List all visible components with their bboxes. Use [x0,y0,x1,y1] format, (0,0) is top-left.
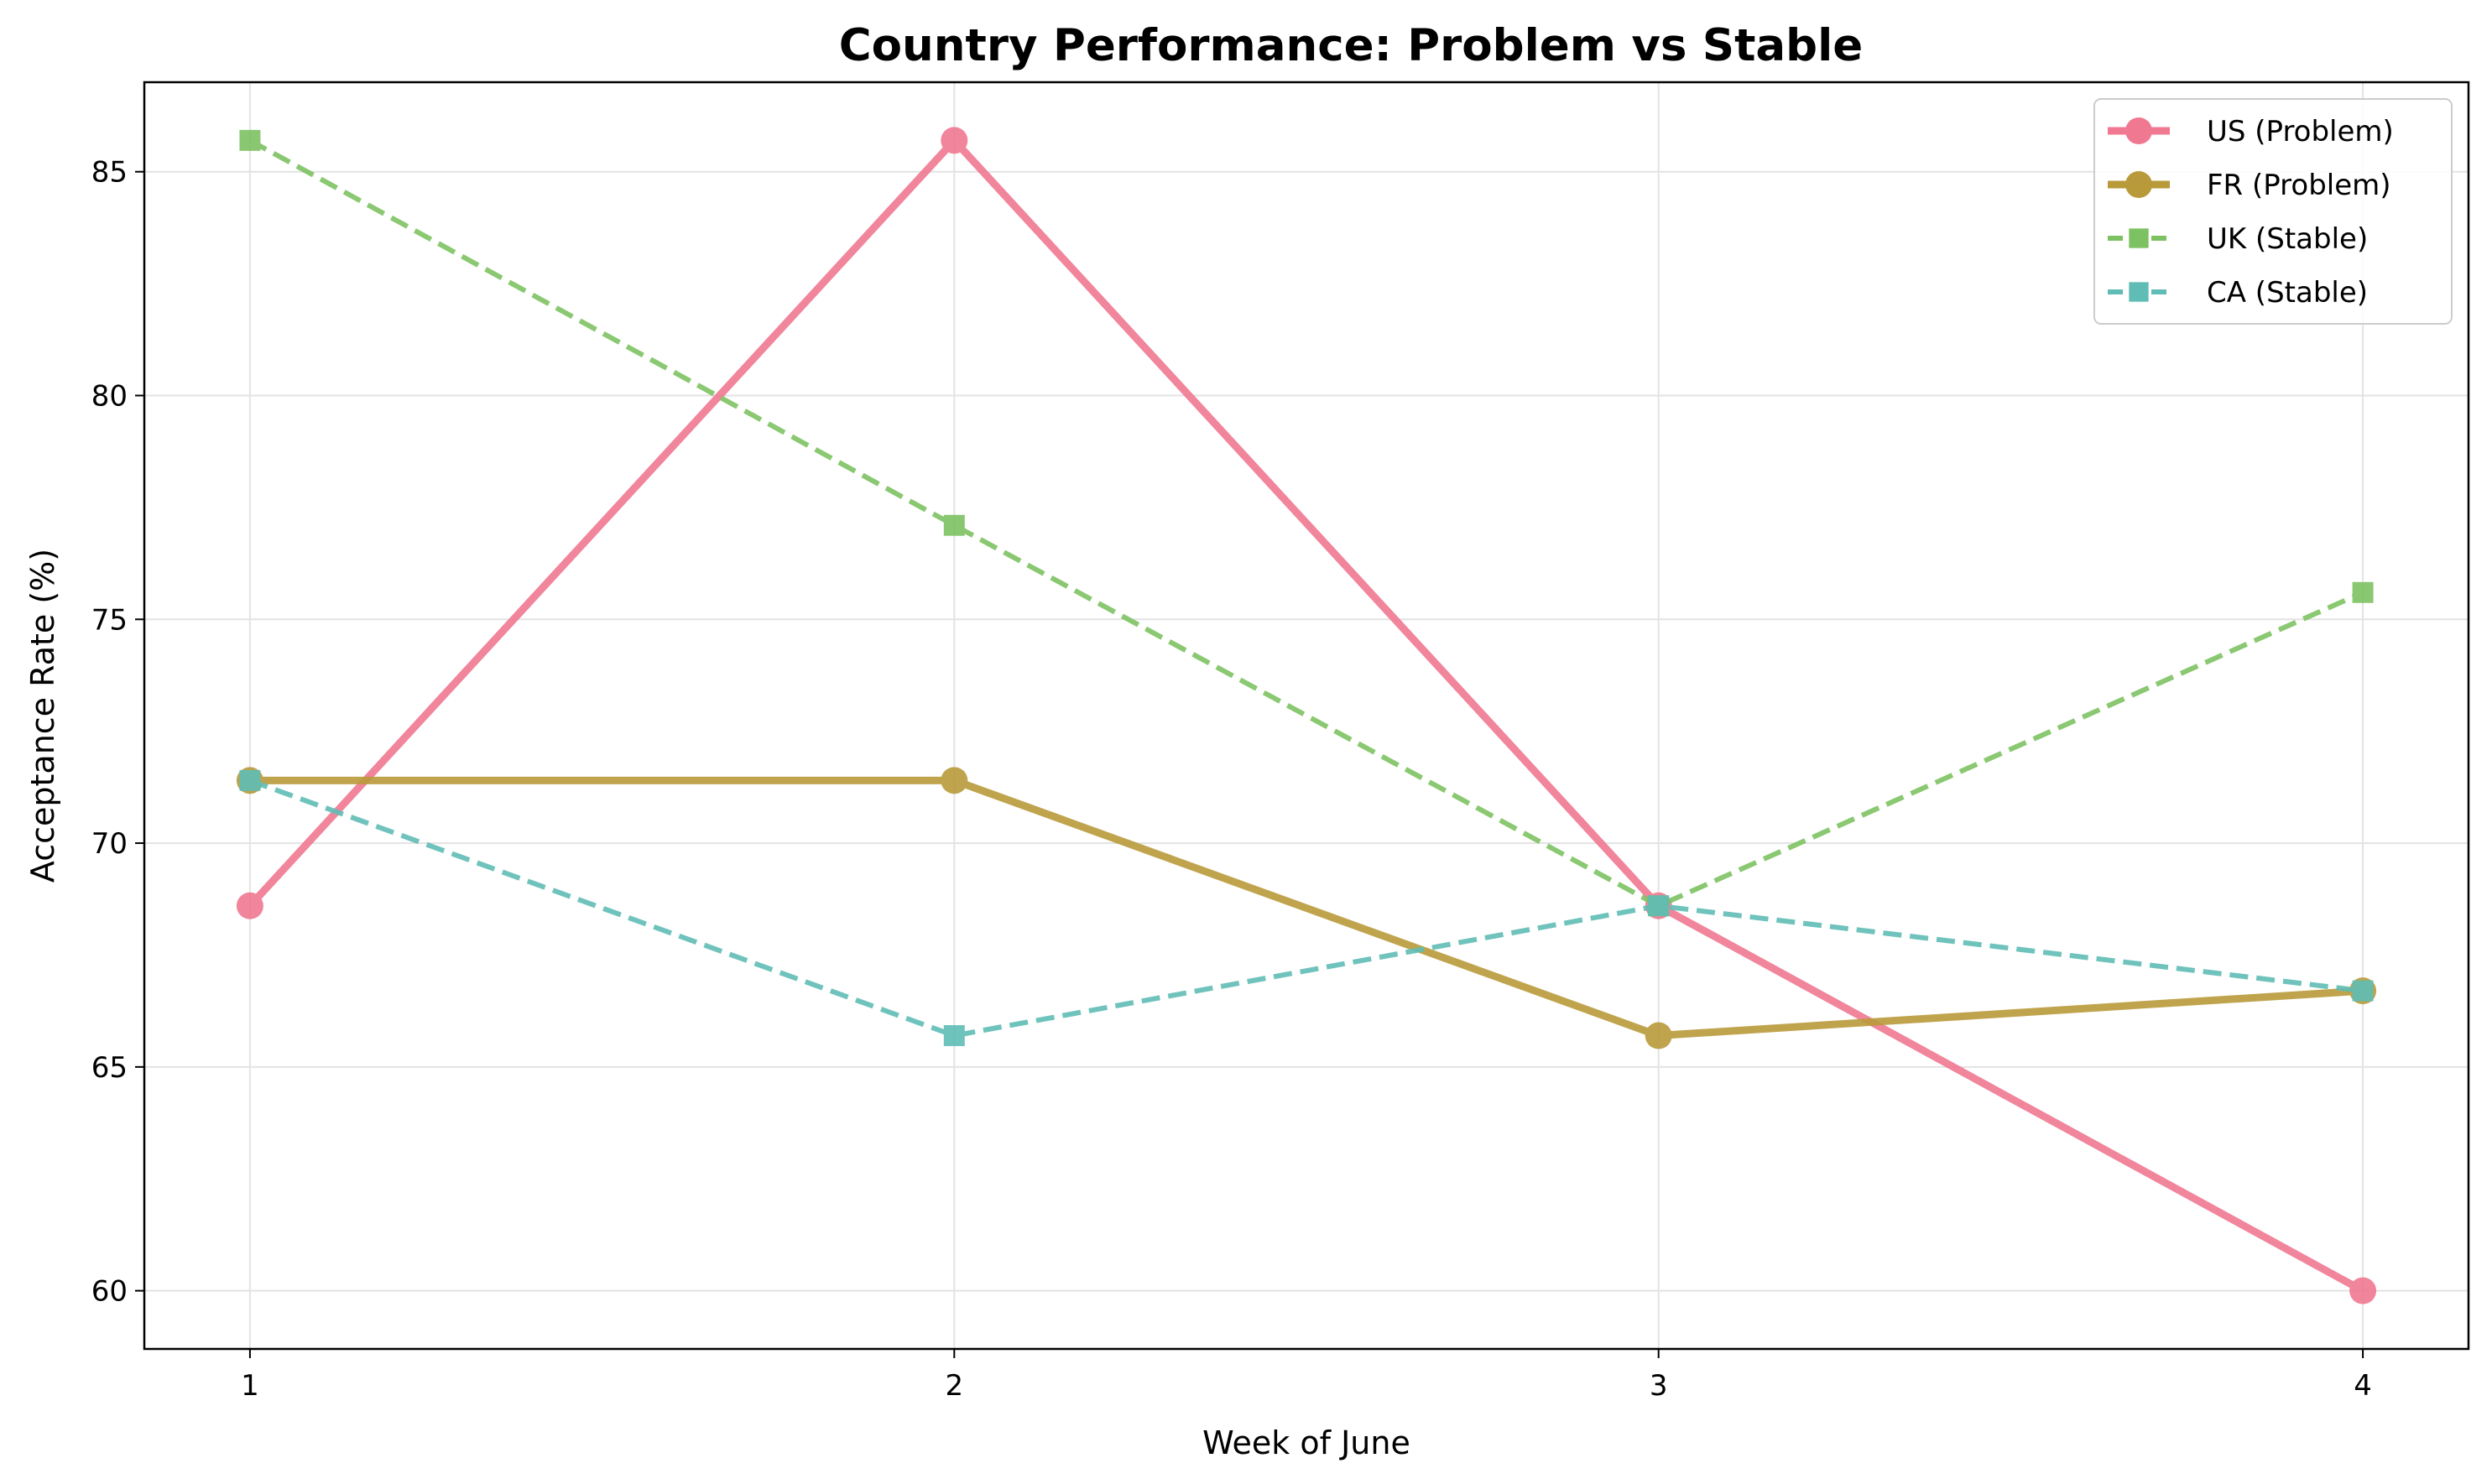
legend-swatch-marker [2129,228,2149,248]
data-point-uk [239,129,261,151]
legend-frame [2093,98,2453,325]
data-point-ca [1648,895,1670,917]
chart-title: Country Performance: Problem vs Stable [839,20,1864,71]
legend-item-us: US (Problem) [2108,115,2394,148]
x-axis-label: Week of June [1202,1424,1410,1461]
data-point-us [236,892,263,919]
y-tick-label: 80 [91,379,128,413]
data-point-us [2349,1277,2377,1304]
legend: US (Problem) FR (Problem) UK (Stable) CA (S… [2093,98,2453,325]
y-tick-label: 60 [91,1275,128,1309]
series-ca [239,769,2374,1046]
x-tick-label: 1 [241,1369,259,1403]
legend-item-ca: CA (Stable) [2108,276,2368,310]
data-point-us [941,127,968,154]
series-layer [236,127,2377,1304]
series-line-fr [246,776,2367,1039]
series-line-ca [248,778,2364,1039]
legend-swatch-marker [2125,117,2152,144]
y-tick-label: 75 [91,603,128,637]
data-point-ca [239,769,261,791]
y-axis: 60 65 70 75 80 85 [91,156,144,1309]
x-tick-label: 3 [1650,1369,1668,1403]
series-line-uk [248,138,2364,909]
legend-label: UK (Stable) [2207,222,2368,256]
legend-label: US (Problem) [2207,115,2394,148]
x-tick-label: 4 [2354,1369,2372,1403]
y-axis-label: Acceptance Rate (%) [24,549,61,883]
y-tick-label: 70 [91,827,128,861]
y-tick-label: 65 [91,1051,128,1085]
data-point-uk [943,514,965,536]
data-point-uk [2352,581,2374,603]
y-tick-label: 85 [91,156,128,190]
x-tick-label: 2 [945,1369,963,1403]
legend-label: CA (Stable) [2207,276,2368,310]
legend-swatch-marker [2129,282,2149,302]
data-point-ca [2352,980,2374,1002]
x-axis: 1 2 3 4 [241,1349,2372,1403]
legend-item-fr: FR (Problem) [2108,169,2391,202]
series-uk [239,129,2374,917]
legend-label: FR (Problem) [2207,169,2391,202]
grid-lines [144,82,2469,1349]
series-line-us [246,136,2367,1295]
data-point-fr [1645,1022,1672,1049]
data-point-fr [941,767,968,794]
plot-frame [143,81,2470,1351]
legend-item-uk: UK (Stable) [2108,222,2368,256]
data-point-ca [943,1025,965,1046]
legend-swatch-marker [2125,171,2152,198]
